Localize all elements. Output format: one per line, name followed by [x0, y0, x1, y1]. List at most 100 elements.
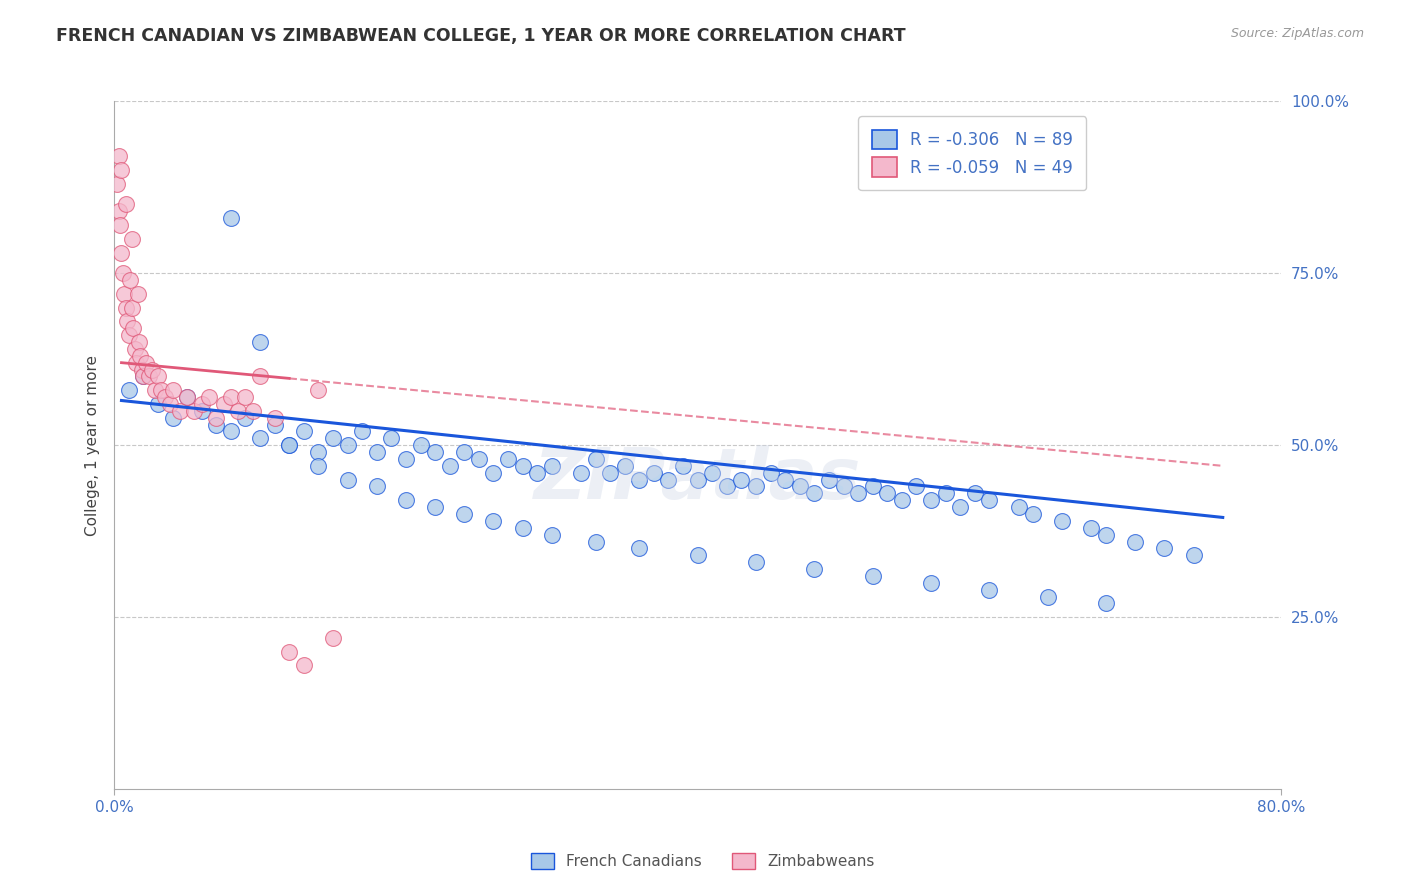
Point — [920, 493, 942, 508]
Point — [1080, 521, 1102, 535]
Point — [278, 438, 301, 452]
Point — [482, 466, 505, 480]
Point — [496, 452, 519, 467]
Point — [439, 458, 461, 473]
Point — [322, 631, 344, 645]
Point — [818, 473, 841, 487]
Point — [876, 486, 898, 500]
Point — [702, 466, 724, 480]
Point — [526, 466, 548, 480]
Point — [263, 410, 285, 425]
Point — [803, 562, 825, 576]
Point — [628, 473, 651, 487]
Point — [278, 644, 301, 658]
Point — [143, 383, 166, 397]
Point — [1052, 514, 1074, 528]
Point — [135, 356, 157, 370]
Point — [395, 452, 418, 467]
Point — [219, 390, 242, 404]
Point — [1022, 507, 1045, 521]
Point — [111, 266, 134, 280]
Legend: R = -0.306   N = 89, R = -0.059   N = 49: R = -0.306 N = 89, R = -0.059 N = 49 — [858, 117, 1085, 190]
Text: FRENCH CANADIAN VS ZIMBABWEAN COLLEGE, 1 YEAR OR MORE CORRELATION CHART: FRENCH CANADIAN VS ZIMBABWEAN COLLEGE, 1… — [56, 27, 905, 45]
Point — [512, 521, 534, 535]
Point — [107, 149, 129, 163]
Point — [169, 404, 191, 418]
Point — [949, 500, 972, 515]
Point — [482, 514, 505, 528]
Point — [212, 397, 235, 411]
Point — [205, 410, 228, 425]
Point — [409, 438, 432, 452]
Point — [249, 334, 271, 349]
Point — [176, 390, 198, 404]
Point — [366, 479, 388, 493]
Point — [155, 390, 177, 404]
Point — [190, 404, 212, 418]
Point — [122, 321, 145, 335]
Point — [657, 473, 679, 487]
Point — [278, 438, 301, 452]
Point — [686, 473, 709, 487]
Point — [832, 479, 855, 493]
Point — [628, 541, 651, 556]
Point — [128, 334, 150, 349]
Point — [453, 445, 475, 459]
Point — [686, 548, 709, 562]
Point — [110, 163, 132, 178]
Point — [141, 362, 163, 376]
Point — [292, 425, 315, 439]
Point — [132, 369, 155, 384]
Point — [336, 473, 359, 487]
Point — [336, 438, 359, 452]
Point — [569, 466, 592, 480]
Point — [162, 410, 184, 425]
Point — [146, 369, 169, 384]
Point — [453, 507, 475, 521]
Point — [198, 390, 221, 404]
Point — [117, 314, 139, 328]
Point — [307, 445, 329, 459]
Point — [423, 445, 446, 459]
Point — [468, 452, 491, 467]
Point — [1036, 590, 1059, 604]
Point — [423, 500, 446, 515]
Point — [159, 397, 181, 411]
Point — [115, 197, 138, 211]
Point — [862, 479, 884, 493]
Point — [745, 555, 768, 569]
Point — [540, 458, 562, 473]
Point — [979, 493, 1001, 508]
Point — [395, 493, 418, 508]
Point — [759, 466, 782, 480]
Point — [107, 204, 129, 219]
Point — [1153, 541, 1175, 556]
Point — [1007, 500, 1029, 515]
Point — [226, 404, 249, 418]
Point — [138, 369, 160, 384]
Point — [125, 356, 148, 370]
Legend: French Canadians, Zimbabweans: French Canadians, Zimbabweans — [524, 847, 882, 875]
Point — [890, 493, 912, 508]
Point — [307, 458, 329, 473]
Point — [205, 417, 228, 432]
Point — [110, 245, 132, 260]
Point — [846, 486, 869, 500]
Point — [380, 431, 402, 445]
Point — [115, 301, 138, 315]
Point — [121, 232, 143, 246]
Point — [366, 445, 388, 459]
Point — [263, 417, 285, 432]
Point — [613, 458, 636, 473]
Point — [183, 404, 205, 418]
Point — [1095, 596, 1118, 610]
Point — [292, 658, 315, 673]
Point — [716, 479, 738, 493]
Point — [730, 473, 752, 487]
Point — [149, 383, 172, 397]
Text: Source: ZipAtlas.com: Source: ZipAtlas.com — [1230, 27, 1364, 40]
Point — [920, 575, 942, 590]
Point — [307, 383, 329, 397]
Point — [235, 390, 257, 404]
Point — [118, 328, 141, 343]
